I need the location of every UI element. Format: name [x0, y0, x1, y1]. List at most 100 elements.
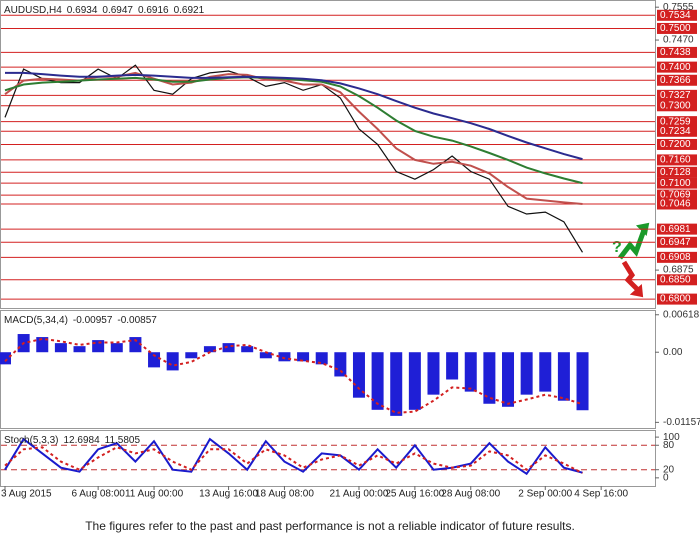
x-tick-label: 2 Sep 00:00	[518, 489, 572, 500]
macd-bar	[502, 352, 515, 407]
macd-bar	[520, 352, 533, 395]
x-tick-label: 6 Aug 08:00	[71, 489, 125, 500]
macd-bar	[166, 352, 179, 371]
macd-bar	[557, 352, 570, 401]
macd-bar	[446, 352, 459, 380]
level-label: 0.6850	[660, 274, 691, 285]
y-tick-label: 0.7555	[663, 2, 694, 13]
y-tick-label: 80	[663, 440, 675, 451]
question-mark: ?	[612, 239, 622, 256]
macd-bar	[390, 352, 403, 416]
level-label-box	[657, 22, 697, 34]
level-label-box	[657, 100, 697, 112]
header-value: 0.6947	[102, 5, 133, 16]
series-line	[4, 337, 583, 414]
level-label: 0.6800	[660, 294, 691, 305]
disclaimer: The figures refer to the past and past p…	[85, 519, 575, 533]
macd-bar	[73, 346, 86, 353]
level-label-box	[657, 154, 697, 166]
y-tick-label: 0.00618	[663, 309, 700, 320]
level-label: 0.7046	[660, 199, 691, 210]
macd-panel	[0, 310, 656, 429]
level-label: 0.7160	[660, 155, 691, 166]
level-label: 0.7100	[660, 178, 691, 189]
macd-bar	[278, 352, 291, 362]
level-label-box	[657, 125, 697, 137]
level-label-box	[657, 61, 697, 73]
series-line	[4, 64, 584, 253]
macd-bar	[334, 352, 347, 377]
macd-bar	[36, 337, 49, 353]
indicator-name: MACD(5,34,4)	[4, 315, 68, 326]
level-label-box	[657, 223, 697, 235]
macd-bar	[576, 352, 589, 411]
header-value: 12.6984	[63, 435, 100, 446]
level-label-box	[657, 177, 697, 189]
macd-bar	[54, 343, 67, 353]
level-label: 0.6947	[660, 237, 691, 248]
level-label: 0.7500	[660, 23, 691, 34]
level-label-box	[657, 89, 697, 101]
indicator-name: Stoch(5,3,3)	[4, 435, 58, 446]
indicator-name: AUDUSD,H4	[4, 5, 62, 16]
macd-bar	[241, 346, 254, 353]
level-label: 0.7200	[660, 139, 691, 150]
series-line	[5, 71, 583, 161]
x-tick-label: 4 Sep 16:00	[574, 489, 628, 500]
macd-bar	[185, 352, 198, 359]
header-value: -0.00957	[73, 315, 113, 326]
series-line	[4, 76, 583, 185]
macd-bar	[297, 352, 310, 362]
level-label: 0.7327	[660, 90, 691, 101]
macd-bar	[92, 340, 105, 353]
y-tick-label: 0.00	[663, 347, 683, 358]
level-label: 0.6981	[660, 224, 691, 235]
macd-bar	[539, 352, 552, 392]
macd-bar	[148, 352, 161, 368]
y-tick-label: 100	[663, 432, 680, 443]
level-label-box	[657, 236, 697, 248]
panel-header: AUDUSD,H4 0.6934 0.6947 0.6916 0.6921	[4, 5, 205, 16]
price-panel	[0, 0, 656, 309]
series-line	[4, 446, 583, 474]
macd-bar	[0, 352, 11, 365]
x-tick-label: 3 Aug 2015	[1, 489, 52, 500]
series-line	[4, 71, 583, 205]
up-arrow	[618, 229, 647, 260]
macd-bar	[483, 352, 496, 404]
macd-bar	[352, 352, 365, 398]
stoch-panel	[0, 430, 656, 487]
level-label-box	[657, 166, 697, 178]
level-label-box	[657, 116, 697, 128]
level-label: 0.7128	[660, 167, 691, 178]
level-label-box	[657, 293, 697, 305]
x-tick-label: 21 Aug 00:00	[329, 489, 388, 500]
down-arrow-head	[629, 283, 644, 298]
y-tick-label: -0.01157	[663, 417, 700, 428]
level-label-box	[657, 274, 697, 286]
header-value: 0.6921	[174, 5, 205, 16]
panel-header: MACD(5,34,4) -0.00957 -0.00857	[4, 315, 157, 326]
level-label: 0.7069	[660, 190, 691, 201]
y-tick-label: 0.6875	[663, 265, 694, 276]
y-tick-label: 0.7470	[663, 35, 694, 46]
header-value: 0.6916	[138, 5, 169, 16]
macd-bar	[408, 352, 421, 410]
y-tick-label: 20	[663, 464, 675, 475]
header-value: 11.5805	[105, 435, 141, 446]
level-label: 0.7400	[660, 62, 691, 73]
macd-bar	[203, 346, 216, 353]
level-label: 0.7300	[660, 100, 691, 111]
macd-bar	[129, 337, 142, 353]
level-label: 0.7366	[660, 75, 691, 86]
level-label-box	[657, 46, 697, 58]
level-label: 0.6908	[660, 252, 691, 263]
series-line	[4, 437, 583, 476]
macd-bar	[222, 343, 235, 353]
level-label-box	[657, 9, 697, 21]
macd-bar	[315, 352, 328, 365]
header-value: 0.6934	[67, 5, 98, 16]
level-label: 0.7259	[660, 116, 691, 127]
level-label-box	[657, 189, 697, 201]
